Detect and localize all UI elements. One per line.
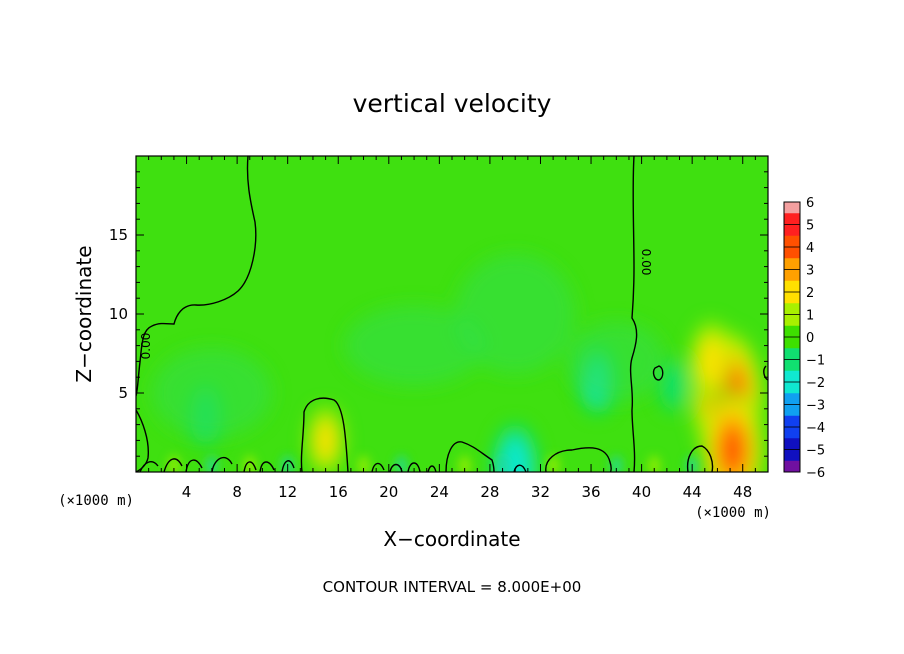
y-tick-label: 5: [118, 384, 128, 402]
x-axis-label: X−coordinate: [383, 527, 520, 551]
colorbar-segment: [784, 393, 800, 405]
chart-title: vertical velocity: [353, 89, 552, 118]
x-tick-label: 16: [329, 483, 348, 501]
x-tick-label: 36: [581, 483, 600, 501]
downdraft-cell-7: [666, 372, 681, 399]
x-axis: 4 8 12 16 20 24 28 32 36 40 44 48: [148, 156, 756, 501]
surface-cell-10: [648, 455, 661, 472]
updraft-cell-1: [726, 437, 739, 462]
surface-cell-7: [496, 455, 509, 472]
surface-cell-5: [395, 455, 408, 472]
surface-cell-8: [547, 455, 560, 472]
x-tick-label: 12: [278, 483, 297, 501]
x-tick-label: 40: [632, 483, 651, 501]
weak-descent-region-2: [151, 348, 272, 438]
x-unit-left: (×1000 m): [58, 493, 134, 509]
weak-descent-region-1: [455, 254, 576, 374]
downdraft-cell-6: [509, 456, 521, 472]
colorbar-segment: [784, 258, 800, 270]
colorbar-segment: [784, 202, 800, 214]
surface-cell-4: [357, 455, 370, 472]
velocity-field: [151, 254, 764, 472]
x-tick-label: 24: [430, 483, 449, 501]
colorbar-segment: [784, 235, 800, 248]
x-tick-label: 8: [232, 483, 242, 501]
colorbar-segment: [784, 438, 800, 450]
surface-cell-11: [686, 455, 699, 472]
contour-interval-note: CONTOUR INTERVAL = 8.000E+00: [323, 578, 582, 596]
surface-cell-2: [243, 455, 256, 472]
colorbar-segment: [784, 427, 800, 439]
y-axis: 5 10 15: [109, 171, 768, 457]
contour-cell-25: [445, 441, 495, 472]
colorbar-segment: [784, 224, 800, 237]
colorbar-label: 4: [806, 241, 814, 256]
colorbar-label: −2: [806, 376, 825, 391]
colorbar-segment: [784, 292, 800, 304]
x-unit-right: (×1000 m): [695, 505, 771, 521]
contour-zero: [136, 156, 768, 472]
colorbar-segment: [784, 213, 800, 225]
x-tick-label: 32: [531, 483, 550, 501]
colorbar-segment: [784, 460, 800, 473]
surface-cell-6: [458, 455, 471, 472]
colorbar-segment: [784, 359, 800, 372]
updraft-cell-3: [319, 429, 332, 452]
plot-area: 0.00 0.00: [136, 156, 768, 472]
colorbar-segment: [784, 314, 800, 327]
weak-descent-region-0: [344, 305, 485, 386]
contour-cell-46: [686, 445, 714, 472]
x-tick-label: 48: [733, 483, 752, 501]
x-tick-label: 20: [379, 483, 398, 501]
contour-line-right: [629, 156, 638, 472]
contour-small-53: [763, 365, 768, 381]
x-tick-label: 28: [480, 483, 499, 501]
colorbar-segment: [784, 404, 800, 417]
surface-cell-1: [205, 455, 218, 472]
weak-descent-region-3: [566, 321, 667, 402]
contour-label-left: 0.00: [139, 333, 153, 360]
colorbar-segment: [784, 382, 800, 394]
colorbar-segment: [784, 415, 800, 428]
colorbar-label: −4: [806, 421, 825, 436]
surface-cell-9: [610, 455, 623, 472]
colorbar-segment: [784, 269, 800, 282]
contour-ground-blobs: [139, 456, 527, 472]
colorbar-segment: [784, 370, 800, 383]
contour-cell-34: [545, 447, 612, 472]
x-tick-label: 4: [182, 483, 192, 501]
colorbar-label: 2: [806, 286, 814, 301]
colorbar-label: 0: [806, 331, 814, 346]
contour-label-right: 0.00: [639, 249, 653, 276]
updraft-cell-2: [704, 348, 719, 375]
colorbar-label: −6: [806, 466, 825, 481]
surface-cell-3: [281, 455, 294, 472]
colorbar-label: −1: [806, 354, 825, 369]
colorbar-segment: [784, 348, 800, 360]
colorbar-label: 3: [806, 264, 814, 279]
y-tick-label: 15: [109, 226, 128, 244]
colorbar-label: 6: [806, 196, 814, 211]
contour-small-47: [652, 365, 664, 381]
y-axis-label: Z−coordinate: [72, 245, 96, 382]
colorbar-label: −3: [806, 399, 825, 414]
colorbar-label: 5: [806, 219, 814, 234]
colorbar-segment: [784, 449, 800, 462]
colorbar-label: 1: [806, 309, 814, 324]
contour-cell-16: [300, 397, 349, 472]
contour-line-left: [136, 156, 257, 397]
colorbar: 6 5 4 3 2 1 0 −1 −2 −3 −4 −5 −6: [783, 196, 825, 481]
colorbar-label: −5: [806, 444, 825, 459]
colorbar-segment: [784, 247, 800, 259]
colorbar-segment: [784, 325, 800, 338]
colorbar-segment: [784, 337, 800, 349]
colorbar-segment: [784, 280, 800, 293]
contour-line-left-2: [136, 409, 150, 472]
x-tick-label: 44: [683, 483, 702, 501]
y-tick-label: 10: [109, 305, 128, 323]
colorbar-segment: [784, 303, 800, 315]
